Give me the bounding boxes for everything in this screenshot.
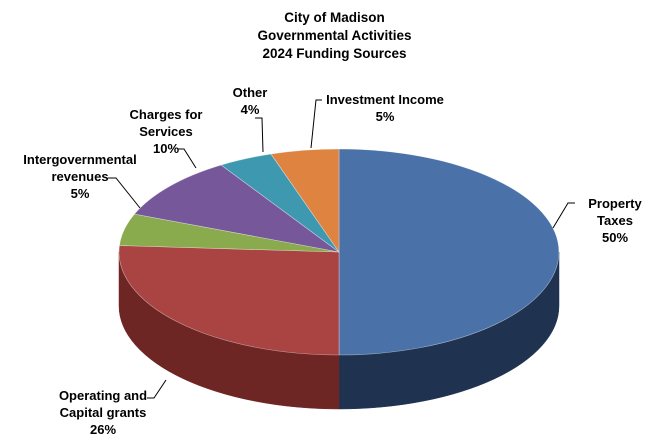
leader-line-0 <box>552 202 575 229</box>
slice-label-intergovernmental-revenues: Intergovernmental revenues 5% <box>12 151 148 202</box>
chart-title-line-3: 2024 Funding Sources <box>262 46 407 61</box>
slice-label-investment-income: Investment Income 5% <box>320 91 450 125</box>
pie-slice-0 <box>338 148 560 356</box>
leader-line-2 <box>108 177 141 209</box>
label-line: Operating and <box>58 388 148 403</box>
slice-label-charges-for-services: Charges for Services 10% <box>121 106 211 157</box>
pie-slice-1 <box>118 245 340 356</box>
pie-slice-5 <box>270 148 340 253</box>
label-pct: 50% <box>601 230 629 245</box>
label-line: Other <box>232 85 268 100</box>
chart-title-line-1: City of Madison <box>284 10 385 25</box>
label-line: Intergovernmental <box>23 152 137 167</box>
label-pct: 10% <box>152 141 180 156</box>
chart-title: City of Madison Governmental Activities … <box>0 9 669 63</box>
chart-title-line-2: Governmental Activities <box>257 28 412 43</box>
label-pct: 5% <box>375 109 395 124</box>
label-pct: 26% <box>89 422 117 437</box>
leader-line-5 <box>310 99 322 149</box>
slice-label-property-taxes: Property Taxes 50% <box>575 195 655 246</box>
label-line: Capital grants <box>59 405 147 420</box>
slice-label-other: Other 4% <box>222 84 278 118</box>
label-line: revenues <box>51 169 109 184</box>
leader-line-3 <box>178 148 197 169</box>
leader-lines <box>108 99 575 399</box>
label-pct: 4% <box>240 102 260 117</box>
label-line: Investment Income <box>326 92 444 107</box>
leader-line-4 <box>255 117 264 153</box>
pie-slice-3 <box>133 164 340 253</box>
label-line: Taxes <box>597 213 633 228</box>
leader-line-1 <box>147 379 167 399</box>
label-line: Services <box>139 124 193 139</box>
label-line: Property <box>588 196 642 211</box>
pie-top <box>118 148 560 356</box>
label-line: Charges for <box>129 107 203 122</box>
slice-label-operating-capital-grants: Operating and Capital grants 26% <box>47 387 159 438</box>
label-pct: 5% <box>70 186 90 201</box>
